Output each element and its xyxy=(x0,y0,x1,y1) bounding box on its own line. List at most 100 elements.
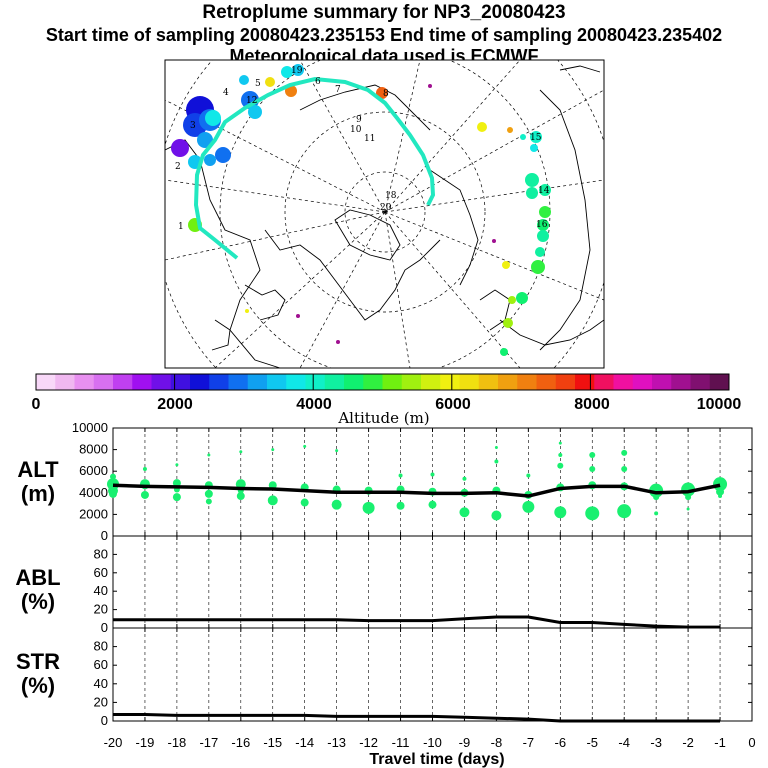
plume-circle xyxy=(171,139,189,157)
y-tick-label: 4000 xyxy=(79,485,108,500)
colorbar-swatch xyxy=(305,374,326,390)
plume-point xyxy=(430,472,435,477)
sampling-times: Start time of sampling 20080423.235153 E… xyxy=(45,25,723,45)
plume-point xyxy=(205,498,212,505)
plume-circle xyxy=(428,84,432,88)
x-tick-label: -15 xyxy=(263,735,282,750)
y-tick-label: 80 xyxy=(94,546,108,561)
coastline xyxy=(264,229,441,321)
abl-ylabel-unit: (%) xyxy=(21,589,55,614)
plume-point xyxy=(491,510,502,521)
plume-circle xyxy=(530,144,538,152)
meridian-line xyxy=(214,211,386,368)
plume-circle xyxy=(539,206,551,218)
plume-point xyxy=(522,500,535,513)
map-label: 8 xyxy=(383,89,389,99)
coastline xyxy=(499,319,604,346)
colorbar-swatch xyxy=(555,374,576,390)
colorbar-swatch xyxy=(36,374,56,390)
plume-point xyxy=(621,466,628,473)
map-label: 16 xyxy=(536,220,548,230)
x-tick-label: -8 xyxy=(491,735,503,750)
plume-point xyxy=(335,449,339,453)
plume-point xyxy=(331,499,342,510)
plume-circle xyxy=(239,75,249,85)
map-label: 7 xyxy=(335,85,341,95)
y-tick-label: 20 xyxy=(94,602,108,617)
plume-point xyxy=(494,445,498,449)
plume-point xyxy=(172,493,181,502)
plume-circle xyxy=(537,219,549,231)
altitude-colorbar xyxy=(35,373,730,391)
y-tick-label: 80 xyxy=(94,639,108,654)
y-tick-label: 0 xyxy=(101,528,108,543)
map-label: 4 xyxy=(223,88,229,98)
x-tick-label: -3 xyxy=(650,735,662,750)
coastline xyxy=(165,139,281,368)
y-tick-label: 6000 xyxy=(79,463,108,478)
plume-point xyxy=(589,452,596,458)
colorbar-swatch xyxy=(209,374,229,390)
colorbar-swatch xyxy=(671,374,691,390)
plume-circle xyxy=(520,134,526,140)
plume-point xyxy=(557,462,564,469)
colorbar-swatch xyxy=(459,374,480,390)
plume-point xyxy=(175,463,179,467)
colorbar-swatch xyxy=(324,374,345,390)
x-tick-label: -11 xyxy=(392,735,410,750)
colorbar-swatch xyxy=(382,374,403,390)
plume-point xyxy=(685,494,692,501)
plume-point xyxy=(462,476,467,481)
y-tick-label: 40 xyxy=(94,583,108,598)
map-label: 2 xyxy=(175,162,181,172)
colorbar-swatch xyxy=(55,374,75,390)
plot-frame xyxy=(112,535,753,629)
coastline xyxy=(539,89,591,351)
x-tick-label: -9 xyxy=(459,735,471,750)
latitude-circle xyxy=(284,111,486,313)
colorbar-tick-label: 2000 xyxy=(157,396,193,413)
map-label: 9 xyxy=(356,115,362,125)
plot-frame xyxy=(112,627,753,722)
map-label: 12 xyxy=(246,96,257,106)
y-tick-label: 40 xyxy=(94,676,108,691)
colorbar-swatch xyxy=(344,374,364,390)
colorbar-swatch xyxy=(113,374,133,390)
colorbar-tick-label: 8000 xyxy=(574,396,610,413)
map-label: 14 xyxy=(538,186,550,196)
y-tick-label: 20 xyxy=(94,694,108,709)
colorbar-swatch xyxy=(498,374,518,390)
plume-point xyxy=(558,441,562,445)
x-tick-label: -16 xyxy=(231,735,250,750)
coastline xyxy=(244,284,286,321)
colorbar-swatch xyxy=(709,374,730,390)
y-tick-label: 0 xyxy=(101,620,108,635)
meridian-line xyxy=(165,211,386,261)
plume-circle xyxy=(248,105,262,119)
x-tick-label: -4 xyxy=(618,735,630,750)
x-tick-label: -17 xyxy=(199,735,218,750)
plume-point xyxy=(267,495,278,506)
map-label: 18 xyxy=(385,191,397,201)
coastline xyxy=(299,84,431,131)
plume-point xyxy=(207,453,211,457)
y-tick-label: 60 xyxy=(94,657,108,672)
map-label: 19 xyxy=(291,66,303,76)
colorbar-swatch xyxy=(363,374,383,390)
plume-circle xyxy=(526,187,538,199)
plume-point xyxy=(428,500,437,509)
alt-panel: 0 2000 4000 6000 8000 10000 xyxy=(72,420,753,543)
plume-circle xyxy=(245,309,249,313)
x-tick-label: -20 xyxy=(104,735,123,750)
plume-point xyxy=(204,489,213,498)
plume-circle xyxy=(296,314,300,318)
x-tick-label: -14 xyxy=(295,735,314,750)
x-tick-label: -1 xyxy=(714,735,726,750)
coastline xyxy=(211,319,231,351)
fraction-line xyxy=(113,615,721,629)
plume-circle xyxy=(502,261,510,269)
y-tick-label: 8000 xyxy=(79,442,108,457)
plume-point xyxy=(621,449,628,456)
plume-point xyxy=(236,492,245,501)
